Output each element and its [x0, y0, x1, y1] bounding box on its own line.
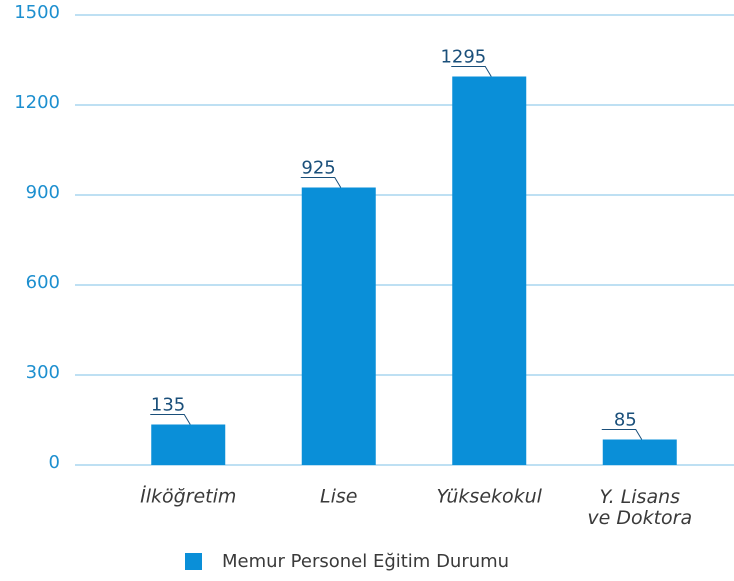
y-tick-label: 600: [26, 272, 60, 293]
bar: [151, 424, 226, 465]
value-label: 1295: [440, 47, 486, 68]
x-tick-label: Yüksekokul: [437, 486, 543, 508]
label-leader: [150, 414, 191, 425]
label-leader: [451, 66, 492, 77]
legend-swatch: [185, 553, 202, 570]
label-leader: [300, 177, 342, 188]
value-label: 135: [151, 395, 185, 416]
legend-label: Memur Personel Eğitim Durumu: [222, 551, 509, 572]
bar: [602, 439, 677, 465]
y-tick-label: 1500: [14, 2, 60, 23]
value-label: 85: [614, 410, 637, 431]
y-tick-label: 0: [49, 452, 60, 473]
x-tick-label: İlköğretim: [140, 485, 236, 508]
y-tick-label: 900: [26, 182, 60, 203]
y-tick-label: 1200: [14, 92, 60, 113]
bar: [301, 187, 376, 465]
y-tick-label: 300: [26, 362, 60, 383]
bar: [452, 76, 527, 465]
value-label: 925: [301, 158, 335, 179]
x-tick-label: Lise: [320, 486, 357, 508]
x-tick-label: Y. Lisans ve Doktora: [587, 486, 692, 529]
label-leader: [601, 429, 643, 440]
